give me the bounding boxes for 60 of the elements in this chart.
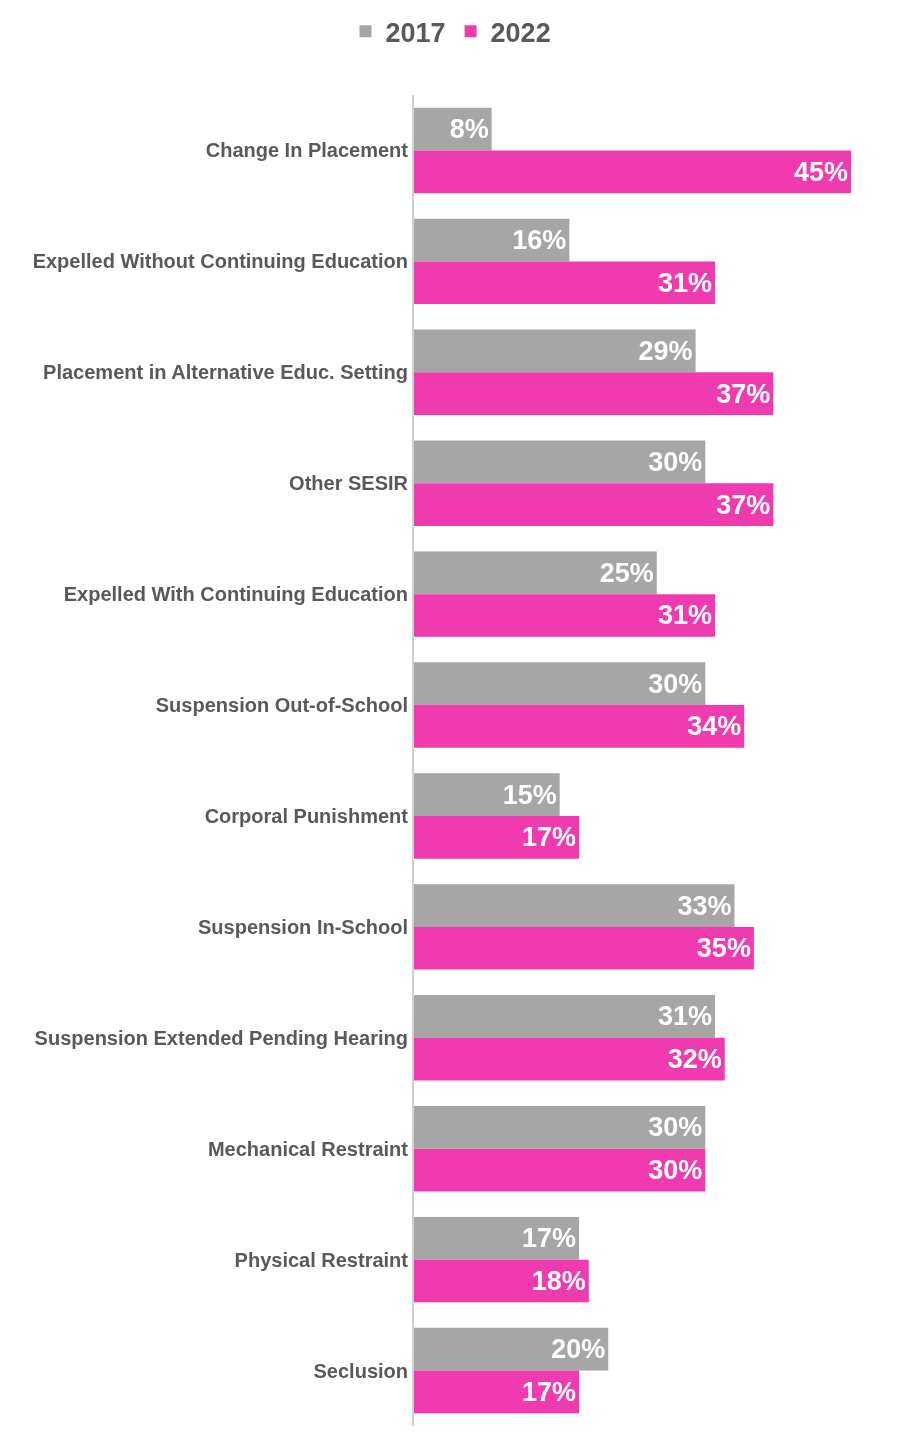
y-tick-label: Seclusion (313, 1359, 408, 1382)
bar (414, 995, 716, 1038)
bar (414, 1216, 580, 1260)
data-label: 31% (657, 267, 713, 298)
data-label: 37% (716, 378, 771, 409)
y-tick-label: Suspension In-School (197, 915, 408, 938)
data-label: 31% (657, 1001, 713, 1032)
bar (414, 662, 706, 706)
bar (414, 150, 851, 194)
data-label: 30% (648, 1155, 703, 1186)
data-label: 30% (648, 1112, 703, 1143)
data-label: 8% (449, 114, 489, 145)
y-tick-label: Placement in Alternative Educ. Setting (43, 361, 408, 384)
bar (414, 815, 580, 859)
bar (414, 440, 706, 484)
data-label: 30% (648, 668, 703, 699)
y-tick-label: Suspension Out-of-School (155, 694, 408, 717)
y-tick-label: Corporal Punishment (204, 804, 409, 827)
bar (414, 1327, 609, 1371)
bar (414, 1106, 706, 1149)
y-tick-label: Other SESIR (289, 472, 409, 495)
data-label: 15% (502, 779, 557, 810)
y-tick-label: Suspension Extended Pending Hearing (34, 1026, 408, 1049)
bar (414, 483, 774, 526)
bar (414, 372, 774, 415)
bar (414, 594, 716, 637)
legend-label: 2017 (385, 17, 446, 48)
data-label: 20% (551, 1334, 606, 1365)
data-label: 25% (599, 557, 654, 588)
data-label: 18% (531, 1265, 586, 1296)
bar (414, 1148, 706, 1192)
bar (414, 261, 716, 305)
y-tick-label: Mechanical Restraint (207, 1137, 409, 1160)
y-tick-label: Expelled Without Continuing Education (32, 250, 408, 273)
bar (414, 884, 735, 927)
legend-label: 2022 (490, 17, 551, 48)
bar (414, 926, 754, 970)
y-tick-label: Physical Restraint (234, 1248, 409, 1271)
bar (414, 773, 560, 816)
data-label: 17% (522, 1376, 577, 1407)
data-label: 37% (716, 489, 771, 520)
y-tick-label: Change In Placement (205, 139, 409, 162)
data-label: 29% (638, 335, 693, 366)
bar (414, 1037, 725, 1081)
bar (414, 1370, 580, 1414)
bar (414, 329, 696, 373)
data-label: 31% (657, 600, 713, 631)
bar (414, 1259, 589, 1303)
data-label: 32% (667, 1044, 722, 1075)
data-label: 45% (793, 156, 848, 187)
bar (414, 705, 745, 748)
data-label: 16% (512, 225, 567, 256)
y-tick-label: Expelled With Continuing Education (63, 583, 408, 606)
data-label: 33% (677, 890, 732, 921)
data-label: 30% (648, 446, 703, 477)
data-label: 17% (522, 1223, 577, 1254)
data-label: 35% (696, 933, 751, 964)
data-label: 34% (687, 711, 742, 742)
bar (414, 551, 657, 595)
data-label: 17% (522, 822, 577, 853)
